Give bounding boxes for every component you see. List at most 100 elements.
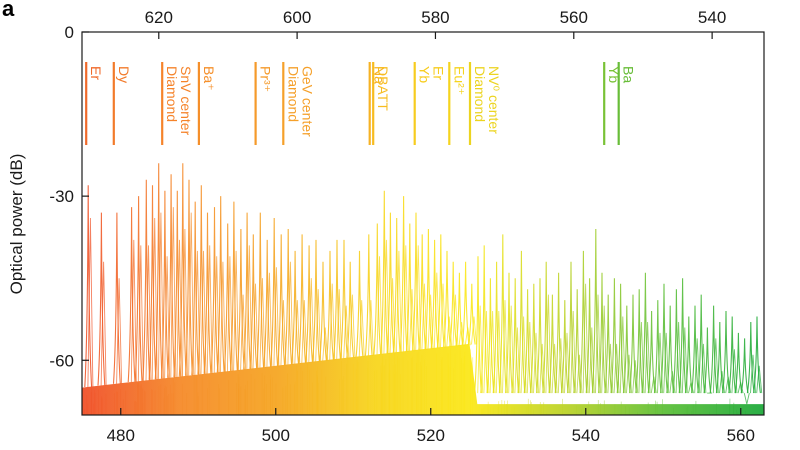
spectrum-peak: [554, 272, 563, 394]
spectrum-peak: [548, 294, 557, 394]
spectrum-peak: [84, 185, 93, 388]
spectrum-peak: [236, 228, 245, 371]
spectrum-peak-secondary: [452, 294, 459, 347]
spectrum-peak: [436, 234, 445, 348]
marker-label-0-0: Er: [88, 66, 104, 80]
spectrum-peak: [216, 196, 225, 373]
spectrum-peak-secondary: [688, 382, 694, 394]
spectrum-peak: [616, 283, 625, 394]
spectrum-peak-secondary: [520, 316, 527, 394]
spectrum-peak-secondary: [219, 261, 226, 373]
spectrum-peak: [210, 207, 219, 374]
spectrum-peak: [160, 190, 169, 379]
spectrum-peak: [386, 212, 395, 354]
x-top-tick-label: 600: [283, 8, 311, 27]
spectrum-peak: [591, 228, 600, 394]
spectrum-peak-secondary: [188, 212, 195, 376]
spectrum-peak-secondary: [644, 321, 651, 394]
spectrum-peak: [641, 272, 650, 394]
spectrum-peak: [666, 305, 675, 394]
y-axis-title: Optical power (dB): [7, 154, 26, 295]
noise-floor: [82, 343, 764, 415]
spectrum-peak: [291, 250, 300, 365]
marker-label-8-1: Er: [431, 66, 447, 80]
spectrum-peak: [542, 261, 551, 394]
marker-label-1-0: Dy: [116, 66, 132, 83]
x-bottom-tick-label: 560: [727, 426, 755, 445]
spectrum-peak: [703, 327, 712, 394]
spectrum-peak: [412, 212, 420, 351]
spectrum-peak: [734, 332, 743, 394]
spectrum-peak: [691, 305, 699, 394]
spectrum-peak: [298, 234, 307, 364]
spectrum-peak-secondary: [402, 245, 409, 353]
spectrum-peak: [610, 278, 619, 394]
spectrum-peak: [97, 212, 106, 386]
spectrum-peak: [270, 217, 279, 367]
spectrum-peak: [523, 289, 532, 394]
spectrum-peak: [373, 223, 382, 355]
spectrum-peak: [399, 196, 408, 353]
spectrum-peak: [467, 283, 476, 345]
spectrum-peak-secondary: [681, 327, 688, 394]
spectrum-peak-secondary: [170, 207, 177, 378]
marker-label-2-1: SnV center: [178, 66, 194, 136]
marker-label-5-1: GeV center: [299, 66, 315, 137]
x-bottom-tick-label: 520: [417, 426, 445, 445]
spectrum-peak: [474, 256, 482, 394]
spectrum-peak-secondary: [280, 300, 287, 366]
x-top-tick-label: 620: [145, 8, 173, 27]
spectrum-peak-secondary: [329, 283, 336, 361]
spectrum-peak: [243, 212, 252, 370]
marker-label-7-0: DBATT: [375, 66, 391, 111]
marker-label-10-0: Diamond: [472, 66, 488, 122]
spectrum-peak: [449, 261, 458, 347]
spectrum-peak-secondary: [287, 261, 294, 365]
spectrum-peak-secondary: [308, 278, 315, 363]
spectrum-peak-secondary: [756, 365, 763, 394]
spectrum-peak: [203, 212, 212, 374]
spectrum-peak: [746, 321, 755, 394]
spectrum-peak-secondary: [508, 305, 515, 394]
x-top-tick-label: 560: [560, 8, 588, 27]
spectrum-peak: [277, 234, 286, 366]
spectrum-peak: [249, 234, 258, 369]
spectrum-peak-secondary: [712, 338, 719, 394]
spectrum-peak: [167, 174, 176, 378]
spectrum-peak: [154, 163, 163, 380]
marker-label-5-0: Diamond: [285, 66, 301, 122]
x-bottom-tick-label: 540: [572, 426, 600, 445]
marker-label-2-0: Diamond: [164, 66, 180, 122]
spectrum-peak-secondary: [157, 212, 164, 380]
spectrum-peak-secondary: [145, 245, 152, 381]
marker-label-8-0: Yb: [417, 66, 433, 83]
spectrum-peak: [629, 294, 637, 394]
spectrum-peak-secondary: [151, 217, 158, 380]
spectrum-peak-secondary: [700, 343, 707, 394]
spectrum-peak: [197, 185, 206, 375]
spectrum-peak: [134, 196, 143, 382]
spectrum-peak-secondary: [322, 327, 329, 362]
spectrum-peak: [223, 223, 232, 372]
spectrum-peak: [263, 239, 272, 368]
marker-label-9-0: Eu²⁺: [451, 66, 467, 95]
spectrum-peak-secondary: [376, 256, 383, 355]
spectrum-peak: [346, 261, 355, 358]
spectrum-peak: [256, 212, 265, 368]
spectrum-peak-secondary: [595, 294, 601, 394]
spectrum-peak: [380, 190, 389, 355]
spectrum-peak: [728, 316, 737, 394]
spectrum-peak-secondary: [116, 278, 123, 384]
spectrum-peak: [229, 201, 238, 371]
spectrum-peak: [355, 250, 364, 357]
marker-label-10-1: NV⁰ center: [486, 66, 502, 134]
spectrum-peak-secondary: [358, 300, 365, 357]
spectrum-peak: [678, 278, 687, 394]
spectrum-peak-secondary: [226, 256, 233, 372]
spectrum-peak: [461, 261, 470, 346]
spectrum-peak: [405, 223, 414, 352]
spectrum-peak: [684, 316, 693, 394]
spectrum-peak: [178, 163, 187, 377]
